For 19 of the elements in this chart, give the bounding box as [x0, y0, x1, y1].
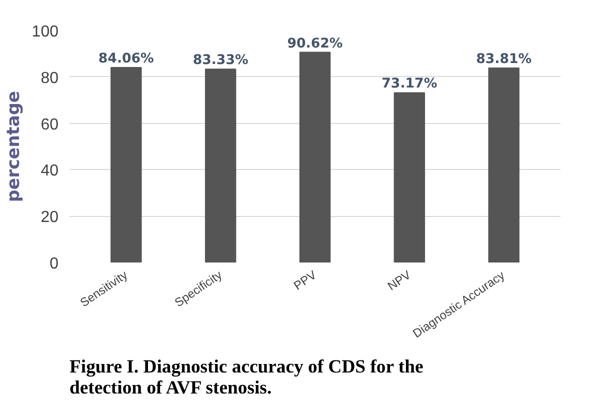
data-label: 84.06% [98, 51, 154, 66]
bar [110, 66, 142, 262]
bar [204, 68, 236, 262]
y-tick-label: 0 [50, 256, 59, 272]
x-tick-label: PPV [291, 268, 319, 293]
bar [394, 92, 426, 262]
data-label: 83.33% [192, 53, 248, 68]
y-tick-label: 20 [40, 209, 59, 226]
bar [488, 68, 520, 262]
data-label: 73.17% [382, 76, 438, 92]
y-tick-label: 60 [40, 116, 59, 134]
y-tick-label: 40 [40, 162, 59, 180]
data-label: 90.62% [287, 36, 343, 52]
text: Figure I. Diagnostic accuracy of CDS for the detection of AVF stenosis. [70, 356, 424, 398]
data-label: 83.81% [476, 52, 532, 68]
y-tick-label: 80 [40, 70, 59, 87]
bar [299, 52, 331, 262]
y-tick-label: 100 [32, 24, 59, 40]
y-axis-title: percentage [4, 90, 24, 202]
